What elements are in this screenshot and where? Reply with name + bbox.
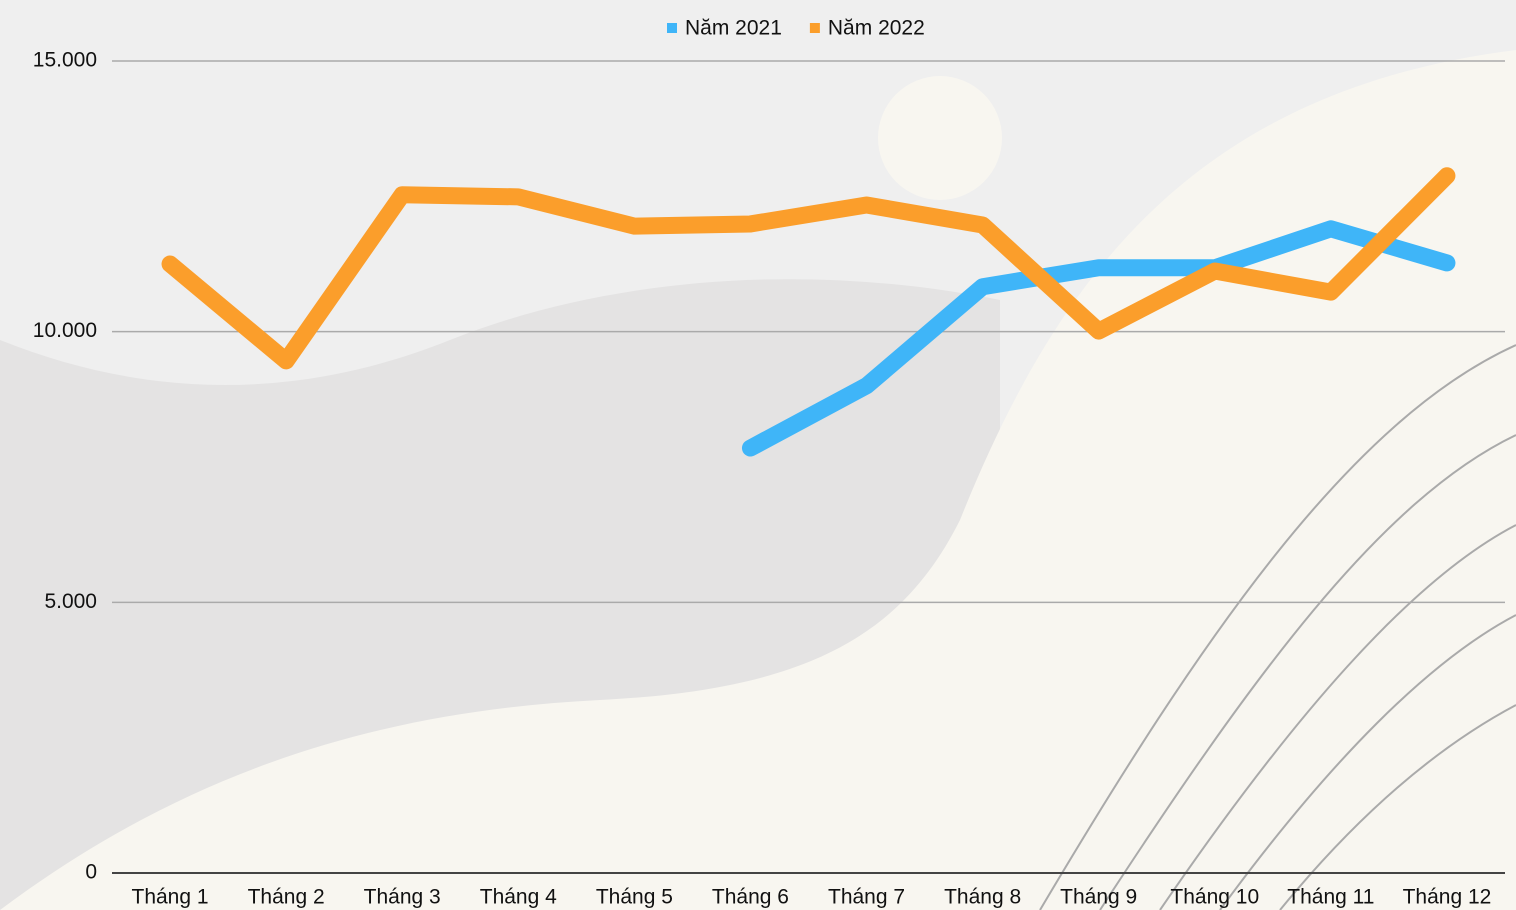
x-tick-label: Tháng 12 <box>1403 886 1492 909</box>
x-tick-label: Tháng 10 <box>1170 886 1259 909</box>
y-tick-label: 0 <box>85 861 97 884</box>
x-tick-label: Tháng 5 <box>596 886 673 909</box>
chart: 0 5.000 10.000 15.000 Tháng 1 Tháng 2 Tháng 3 T… <box>0 0 1516 910</box>
x-tick-label: Tháng 8 <box>944 886 1021 909</box>
x-tick-label: Tháng 9 <box>1060 886 1137 909</box>
y-tick-label: 5.000 <box>44 590 97 613</box>
x-tick-label: Tháng 3 <box>364 886 441 909</box>
x-tick-label: Tháng 4 <box>480 886 557 909</box>
legend-swatch <box>667 23 677 33</box>
legend-label: Năm 2022 <box>828 17 925 40</box>
x-tick-label: Tháng 7 <box>828 886 905 909</box>
x-tick-label: Tháng 6 <box>712 886 789 909</box>
x-tick-label: Tháng 11 <box>1287 886 1374 909</box>
y-tick-label: 10.000 <box>33 319 97 342</box>
legend-swatch <box>810 23 820 33</box>
y-tick-label: 15.000 <box>33 49 97 72</box>
x-tick-label: Tháng 2 <box>248 886 325 909</box>
legend-label: Năm 2021 <box>685 17 782 40</box>
x-tick-label: Tháng 1 <box>132 886 209 909</box>
background-decoration <box>0 0 1516 910</box>
